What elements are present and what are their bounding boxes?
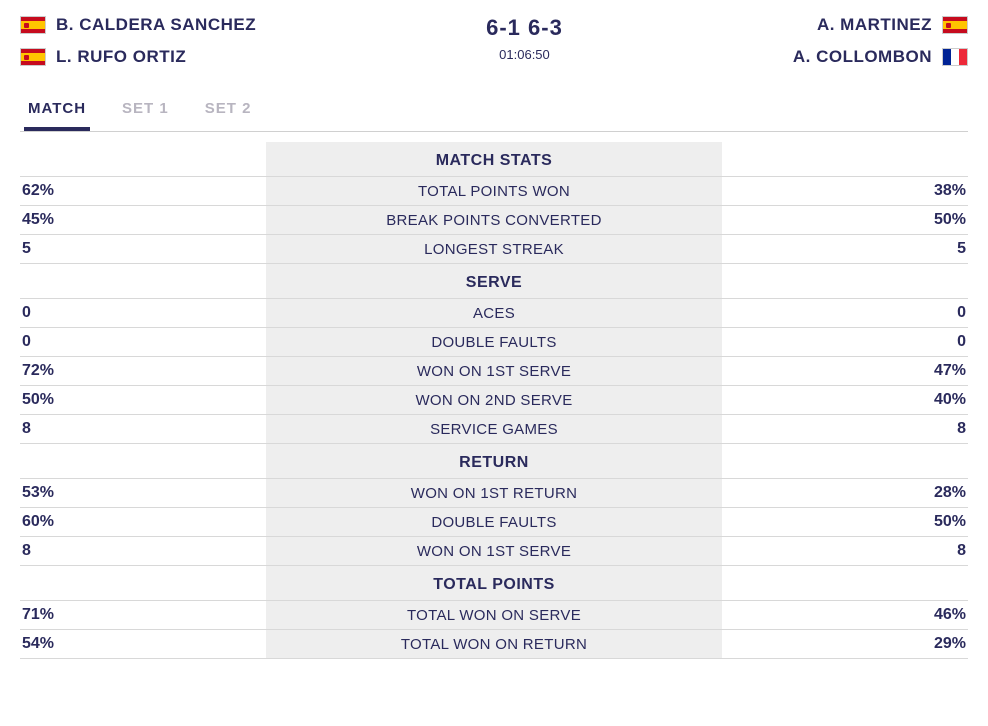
stat-row: 71%TOTAL WON ON SERVE46%: [20, 601, 968, 630]
stat-left-value: 5: [20, 240, 266, 258]
player-row: A. COLLOMBON: [793, 47, 968, 67]
stat-label: WON ON 1ST RETURN: [266, 485, 721, 502]
stat-section: TOTAL POINTS71%TOTAL WON ON SERVE46%54%T…: [20, 566, 968, 659]
stat-label: WON ON 2ND SERVE: [266, 392, 721, 409]
stat-row: 0ACES0: [20, 299, 968, 328]
stat-right-value: 50%: [722, 211, 968, 229]
stat-right-value: 0: [722, 304, 968, 322]
stat-row: 62%TOTAL POINTS WON38%: [20, 177, 968, 206]
stat-right-value: 50%: [722, 513, 968, 531]
tab-set1[interactable]: SET 1: [118, 92, 173, 131]
stat-left-value: 60%: [20, 513, 266, 531]
stat-label: DOUBLE FAULTS: [266, 514, 721, 531]
stat-label: SERVICE GAMES: [266, 421, 721, 438]
stat-label: LONGEST STREAK: [266, 241, 721, 258]
player-name: A. MARTINEZ: [817, 15, 932, 35]
section-header: MATCH STATS: [20, 142, 968, 177]
flag-fr-icon: [942, 48, 968, 66]
stats-table: MATCH STATS62%TOTAL POINTS WON38%45%BREA…: [20, 142, 968, 659]
section-header: SERVE: [20, 264, 968, 299]
player-name: B. CALDERA SANCHEZ: [56, 15, 256, 35]
stat-right-value: 8: [722, 420, 968, 438]
stat-right-value: 28%: [722, 484, 968, 502]
stat-right-value: 5: [722, 240, 968, 258]
section-header: RETURN: [20, 444, 968, 479]
stat-label: WON ON 1ST SERVE: [266, 543, 721, 560]
stat-label: ACES: [266, 305, 721, 322]
team-right: A. MARTINEZ A. COLLOMBON: [793, 15, 968, 67]
stat-row: 8WON ON 1ST SERVE8: [20, 537, 968, 566]
stat-row: 0DOUBLE FAULTS0: [20, 328, 968, 357]
stat-left-value: 54%: [20, 635, 266, 653]
stat-right-value: 38%: [722, 182, 968, 200]
stat-label: TOTAL POINTS WON: [266, 183, 721, 200]
match-duration: 01:06:50: [256, 47, 793, 62]
stat-right-value: 46%: [722, 606, 968, 624]
stat-left-value: 53%: [20, 484, 266, 502]
flag-es-icon: [20, 16, 46, 34]
match-header: B. CALDERA SANCHEZ L. RUFO ORTIZ 6-1 6-3…: [20, 15, 968, 67]
stat-right-value: 0: [722, 333, 968, 351]
stat-section: RETURN53%WON ON 1ST RETURN28%60%DOUBLE F…: [20, 444, 968, 566]
player-row: A. MARTINEZ: [793, 15, 968, 35]
stat-left-value: 45%: [20, 211, 266, 229]
stat-left-value: 0: [20, 333, 266, 351]
score-block: 6-1 6-3 01:06:50: [256, 15, 793, 62]
stat-section: SERVE0ACES00DOUBLE FAULTS072%WON ON 1ST …: [20, 264, 968, 444]
stat-left-value: 71%: [20, 606, 266, 624]
tab-set2[interactable]: SET 2: [201, 92, 256, 131]
stat-left-value: 72%: [20, 362, 266, 380]
stat-row: 8SERVICE GAMES8: [20, 415, 968, 444]
section-header: TOTAL POINTS: [20, 566, 968, 601]
tab-match[interactable]: MATCH: [24, 92, 90, 131]
player-row: B. CALDERA SANCHEZ: [20, 15, 256, 35]
player-name: A. COLLOMBON: [793, 47, 932, 67]
stat-right-value: 8: [722, 542, 968, 560]
stat-row: 60%DOUBLE FAULTS50%: [20, 508, 968, 537]
stat-label: DOUBLE FAULTS: [266, 334, 721, 351]
tabs-container: MATCH SET 1 SET 2: [20, 92, 968, 132]
stat-row: 50%WON ON 2ND SERVE40%: [20, 386, 968, 415]
stat-left-value: 0: [20, 304, 266, 322]
stat-left-value: 50%: [20, 391, 266, 409]
stat-row: 5LONGEST STREAK5: [20, 235, 968, 264]
stat-section: MATCH STATS62%TOTAL POINTS WON38%45%BREA…: [20, 142, 968, 264]
stat-left-value: 62%: [20, 182, 266, 200]
stat-row: 72%WON ON 1ST SERVE47%: [20, 357, 968, 386]
stat-row: 45%BREAK POINTS CONVERTED50%: [20, 206, 968, 235]
match-score: 6-1 6-3: [256, 15, 793, 41]
stat-label: TOTAL WON ON RETURN: [266, 636, 721, 653]
stat-label: BREAK POINTS CONVERTED: [266, 212, 721, 229]
stat-right-value: 29%: [722, 635, 968, 653]
team-left: B. CALDERA SANCHEZ L. RUFO ORTIZ: [20, 15, 256, 67]
stat-right-value: 47%: [722, 362, 968, 380]
stat-label: WON ON 1ST SERVE: [266, 363, 721, 380]
stat-right-value: 40%: [722, 391, 968, 409]
flag-es-icon: [20, 48, 46, 66]
stat-left-value: 8: [20, 542, 266, 560]
stat-row: 53%WON ON 1ST RETURN28%: [20, 479, 968, 508]
stat-label: TOTAL WON ON SERVE: [266, 607, 721, 624]
flag-es-icon: [942, 16, 968, 34]
stat-left-value: 8: [20, 420, 266, 438]
player-row: L. RUFO ORTIZ: [20, 47, 256, 67]
stat-row: 54%TOTAL WON ON RETURN29%: [20, 630, 968, 659]
player-name: L. RUFO ORTIZ: [56, 47, 186, 67]
